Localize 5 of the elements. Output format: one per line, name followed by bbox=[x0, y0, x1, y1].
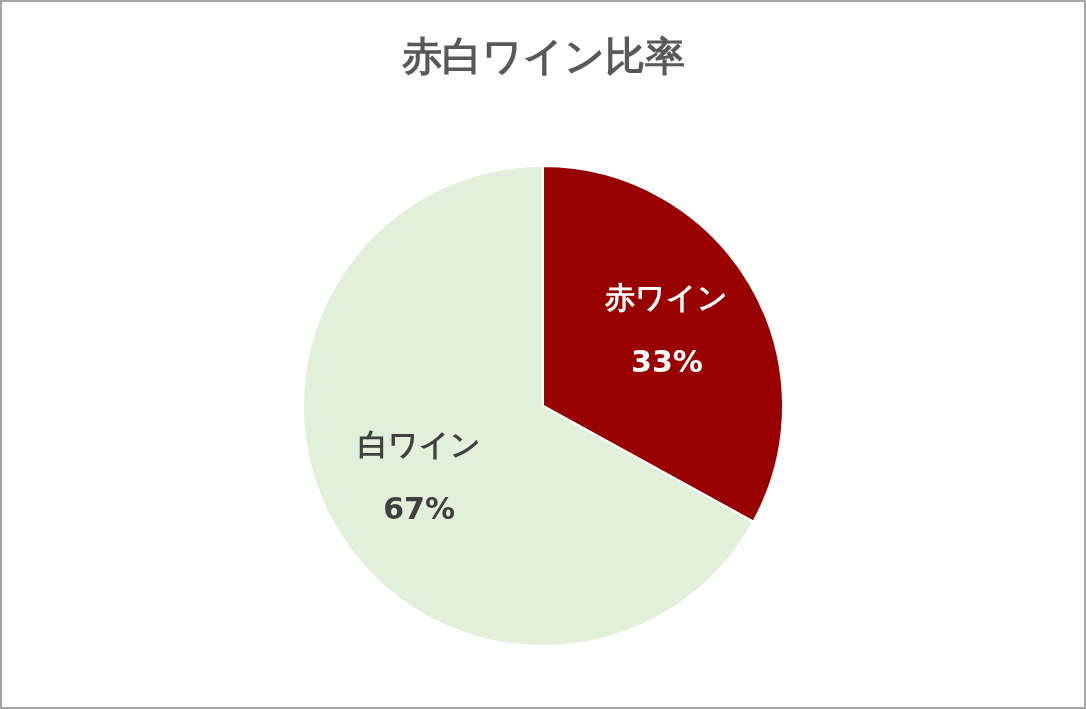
slice-label: 赤ワイン bbox=[604, 280, 729, 316]
data-label: 33% bbox=[631, 344, 703, 380]
data-label: 67% bbox=[383, 491, 455, 527]
slice-label: 白ワイン bbox=[357, 427, 481, 463]
chart-title: 赤白ワイン比率 bbox=[400, 33, 685, 80]
